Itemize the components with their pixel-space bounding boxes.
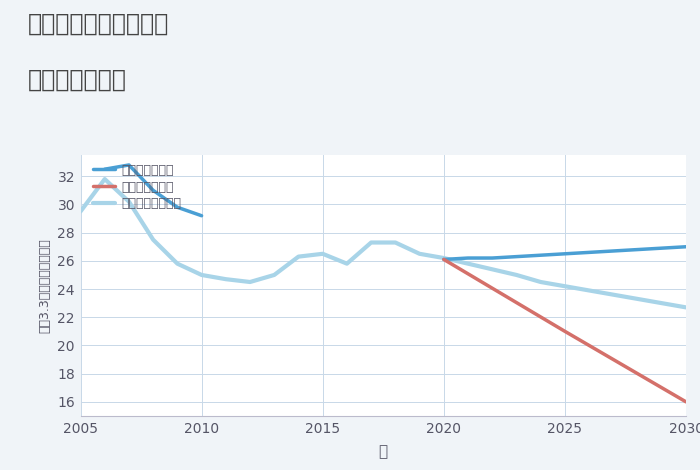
バッドシナリオ	[440, 257, 448, 262]
ノーマルシナリオ	[657, 300, 666, 306]
ノーマルシナリオ	[149, 237, 158, 243]
グッドシナリオ	[488, 255, 496, 261]
Legend: グッドシナリオ, バッドシナリオ, ノーマルシナリオ: グッドシナリオ, バッドシナリオ, ノーマルシナリオ	[93, 164, 181, 211]
ノーマルシナリオ	[294, 254, 302, 259]
ノーマルシナリオ	[101, 176, 109, 182]
Y-axis label: 坪（3.3㎡）単価（万円）: 坪（3.3㎡）単価（万円）	[38, 238, 52, 333]
Line: ノーマルシナリオ: ノーマルシナリオ	[80, 179, 686, 307]
ノーマルシナリオ	[343, 261, 351, 266]
グッドシナリオ	[634, 247, 642, 252]
ノーマルシナリオ	[197, 272, 206, 278]
バッドシナリオ	[561, 329, 569, 334]
ノーマルシナリオ	[609, 292, 617, 298]
グッドシナリオ	[512, 254, 521, 259]
ノーマルシナリオ	[125, 199, 133, 204]
グッドシナリオ	[536, 252, 545, 258]
ノーマルシナリオ	[488, 266, 496, 272]
Line: グッドシナリオ: グッドシナリオ	[444, 247, 686, 259]
Line: バッドシナリオ: バッドシナリオ	[444, 259, 686, 402]
ノーマルシナリオ	[440, 255, 448, 261]
ノーマルシナリオ	[415, 251, 424, 257]
ノーマルシナリオ	[585, 288, 594, 293]
グッドシナリオ	[657, 245, 666, 251]
ノーマルシナリオ	[222, 276, 230, 282]
ノーマルシナリオ	[76, 209, 85, 214]
グッドシナリオ	[609, 248, 617, 254]
グッドシナリオ	[561, 251, 569, 257]
ノーマルシナリオ	[634, 296, 642, 302]
Text: 土地の価格推移: 土地の価格推移	[28, 68, 127, 92]
ノーマルシナリオ	[682, 305, 690, 310]
グッドシナリオ	[585, 250, 594, 255]
Text: 愛知県津島市牛田町の: 愛知県津島市牛田町の	[28, 12, 169, 36]
ノーマルシナリオ	[536, 279, 545, 285]
バッドシナリオ	[682, 399, 690, 405]
ノーマルシナリオ	[367, 240, 375, 245]
ノーマルシナリオ	[246, 279, 254, 285]
ノーマルシナリオ	[391, 240, 400, 245]
ノーマルシナリオ	[318, 251, 327, 257]
ノーマルシナリオ	[270, 272, 279, 278]
ノーマルシナリオ	[173, 261, 181, 266]
ノーマルシナリオ	[561, 283, 569, 289]
グッドシナリオ	[440, 257, 448, 262]
グッドシナリオ	[464, 255, 473, 261]
ノーマルシナリオ	[512, 272, 521, 278]
ノーマルシナリオ	[464, 261, 473, 266]
グッドシナリオ	[682, 244, 690, 250]
X-axis label: 年: 年	[379, 444, 388, 459]
